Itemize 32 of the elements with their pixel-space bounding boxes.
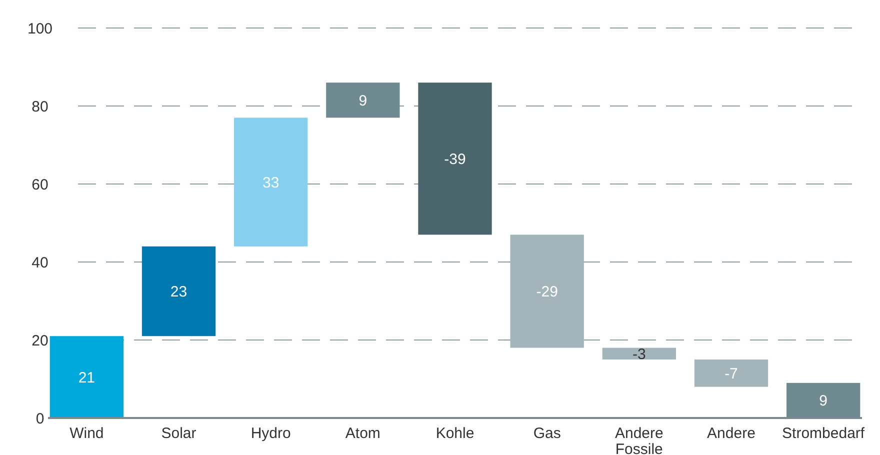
data-label: -3	[632, 346, 646, 363]
data-label: 9	[819, 392, 828, 410]
bar	[510, 234, 584, 348]
bar	[326, 82, 400, 118]
x-tick-label: Wind	[70, 425, 104, 442]
data-label: 9	[358, 92, 368, 110]
x-tick-label: Hydro	[250, 425, 291, 442]
y-tick-label: 40	[32, 254, 48, 272]
y-tick-label: 80	[32, 98, 48, 116]
y-tick-label: 0	[36, 410, 44, 428]
data-label: 21	[78, 369, 96, 386]
bar	[234, 118, 308, 246]
x-tick-label: Atom	[345, 425, 380, 442]
x-tick-label: Andere Fossile	[614, 425, 664, 455]
bar	[50, 336, 124, 418]
bar	[602, 348, 676, 360]
data-label: 23	[170, 284, 188, 300]
x-tick-label: Andere	[707, 425, 756, 442]
bar	[418, 82, 492, 235]
y-tick-label: 60	[32, 176, 48, 194]
x-tick-label: Solar	[161, 425, 196, 442]
x-tick-label: Gas	[533, 425, 561, 442]
bar	[142, 246, 216, 336]
y-tick-label: 100	[27, 20, 53, 38]
data-label: -29	[536, 284, 558, 300]
data-label: -39	[444, 150, 466, 168]
y-tick-label: 20	[32, 332, 48, 350]
data-label: -7	[724, 365, 738, 382]
data-label: 33	[262, 174, 280, 192]
bar	[694, 360, 768, 387]
x-tick-label: Strombedarf	[782, 425, 866, 442]
x-tick-label: Kohle	[436, 425, 474, 442]
